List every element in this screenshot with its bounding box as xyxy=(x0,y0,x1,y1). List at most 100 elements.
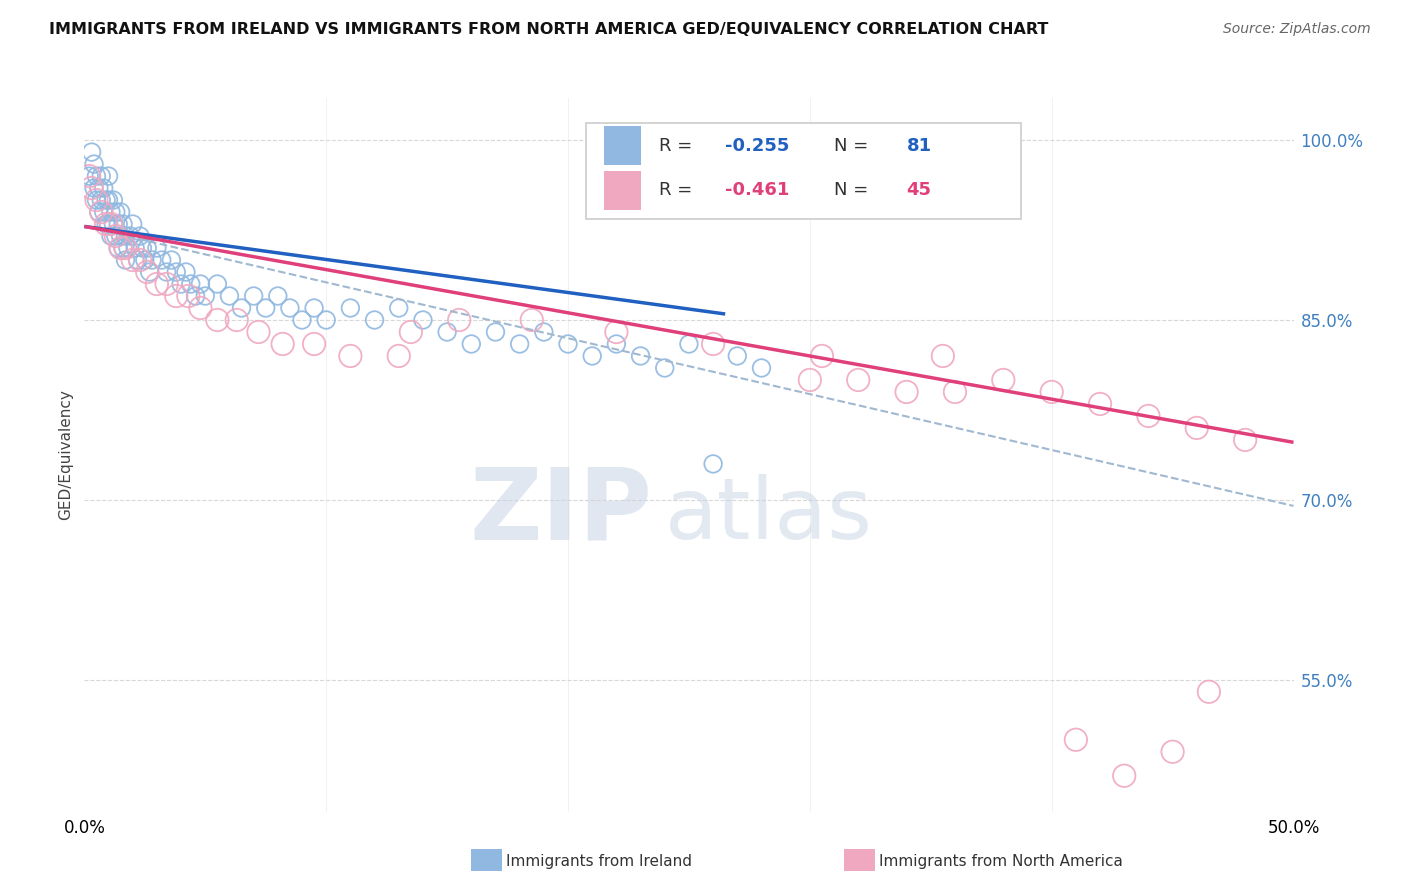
Point xyxy=(751,361,773,376)
Point xyxy=(104,229,127,244)
Point xyxy=(943,384,966,399)
Text: Immigrants from North America: Immigrants from North America xyxy=(879,855,1122,869)
Point xyxy=(207,277,229,291)
Point xyxy=(86,193,108,207)
Point xyxy=(520,313,543,327)
Point xyxy=(190,301,212,315)
Point xyxy=(184,289,207,303)
Point xyxy=(136,241,159,255)
Point xyxy=(93,205,115,219)
FancyBboxPatch shape xyxy=(605,170,641,210)
Point xyxy=(654,361,676,376)
Point xyxy=(165,265,187,279)
Point xyxy=(1114,769,1136,783)
Point xyxy=(136,265,159,279)
Point xyxy=(678,337,700,351)
Point xyxy=(177,289,200,303)
Point xyxy=(247,325,270,339)
Point xyxy=(1088,397,1111,411)
Text: R =: R = xyxy=(659,136,697,155)
Point xyxy=(90,169,112,183)
FancyBboxPatch shape xyxy=(605,127,641,166)
Point xyxy=(129,253,152,268)
Point xyxy=(180,277,202,291)
Text: ZIP: ZIP xyxy=(470,464,652,560)
Point xyxy=(278,301,301,315)
Point xyxy=(94,217,117,231)
Point xyxy=(581,349,603,363)
Y-axis label: GED/Equivalency: GED/Equivalency xyxy=(58,390,73,520)
Point xyxy=(114,229,136,244)
Text: R =: R = xyxy=(659,181,697,199)
FancyBboxPatch shape xyxy=(586,123,1022,219)
Point xyxy=(114,253,136,268)
Point xyxy=(509,337,531,351)
Point xyxy=(174,265,197,279)
Point xyxy=(150,253,173,268)
Text: 45: 45 xyxy=(907,181,932,199)
Point xyxy=(1161,745,1184,759)
Point xyxy=(100,217,122,231)
Point xyxy=(1198,685,1220,699)
Point xyxy=(449,313,471,327)
Point xyxy=(702,457,724,471)
Point xyxy=(484,325,506,339)
Point xyxy=(846,373,869,387)
Point xyxy=(103,193,125,207)
Point xyxy=(103,217,125,231)
Point xyxy=(117,241,139,255)
Point xyxy=(120,229,142,244)
Point xyxy=(363,313,385,327)
Point xyxy=(302,301,325,315)
Text: N =: N = xyxy=(834,136,875,155)
Point xyxy=(993,373,1015,387)
Point xyxy=(799,373,821,387)
Point xyxy=(1040,384,1063,399)
Point xyxy=(165,289,187,303)
Point xyxy=(97,217,120,231)
Point xyxy=(138,265,160,279)
Point xyxy=(388,349,411,363)
Point xyxy=(104,229,127,244)
Point xyxy=(218,289,240,303)
Point xyxy=(80,181,103,195)
Point xyxy=(254,301,277,315)
Point xyxy=(388,301,411,315)
Point xyxy=(460,337,482,351)
Point xyxy=(146,241,169,255)
Point xyxy=(97,169,120,183)
Point xyxy=(412,313,434,327)
Point xyxy=(121,253,143,268)
Point xyxy=(129,229,152,244)
Point xyxy=(557,337,579,351)
Point xyxy=(80,145,103,160)
Point xyxy=(231,301,253,315)
Text: atlas: atlas xyxy=(665,474,873,558)
Text: Source: ZipAtlas.com: Source: ZipAtlas.com xyxy=(1223,22,1371,37)
Point xyxy=(155,277,177,291)
Point xyxy=(194,289,217,303)
Point xyxy=(83,157,105,171)
Point xyxy=(315,313,337,327)
Point xyxy=(93,181,115,195)
Point xyxy=(112,241,135,255)
Text: -0.461: -0.461 xyxy=(725,181,790,199)
Point xyxy=(190,277,212,291)
Text: IMMIGRANTS FROM IRELAND VS IMMIGRANTS FROM NORTH AMERICA GED/EQUIVALENCY CORRELA: IMMIGRANTS FROM IRELAND VS IMMIGRANTS FR… xyxy=(49,22,1049,37)
Point xyxy=(134,253,156,268)
Point xyxy=(702,337,724,351)
Text: -0.255: -0.255 xyxy=(725,136,790,155)
Point xyxy=(170,277,193,291)
Point xyxy=(291,313,314,327)
Point xyxy=(160,253,183,268)
Text: Immigrants from Ireland: Immigrants from Ireland xyxy=(506,855,692,869)
Point xyxy=(83,181,105,195)
Point xyxy=(339,349,361,363)
Point xyxy=(87,181,110,195)
Point xyxy=(100,205,122,219)
Point xyxy=(533,325,555,339)
Text: 81: 81 xyxy=(907,136,932,155)
Point xyxy=(605,325,627,339)
Point xyxy=(104,205,127,219)
Point xyxy=(1185,421,1208,435)
